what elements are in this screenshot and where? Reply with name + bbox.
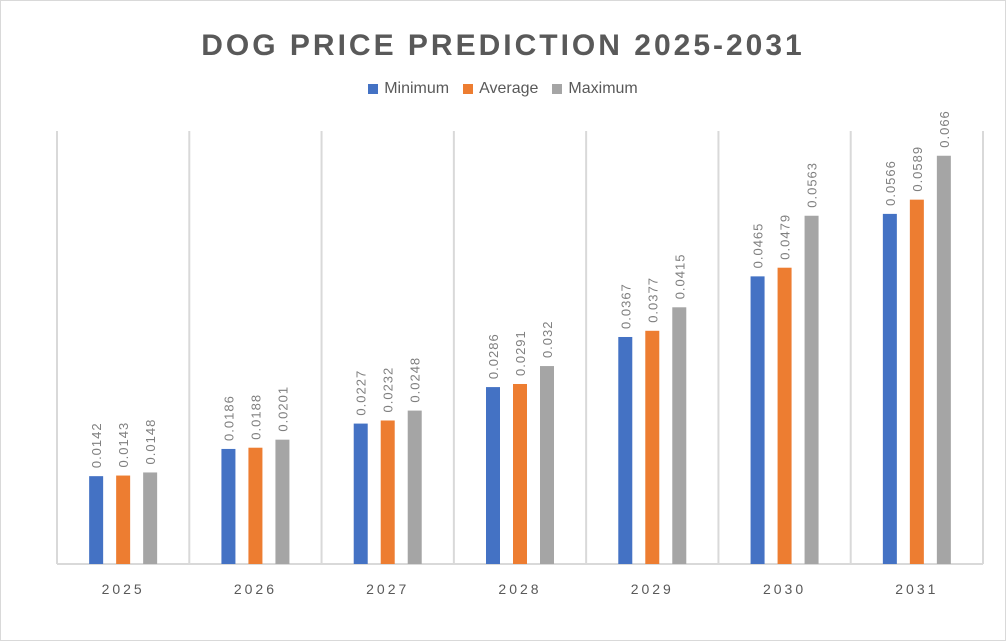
legend-item: Average	[463, 80, 538, 98]
data-label: 0.0291	[513, 330, 528, 376]
x-tick-label: 2029	[631, 581, 674, 597]
bar	[248, 447, 263, 564]
bar	[804, 215, 819, 564]
bar	[353, 423, 368, 564]
data-label: 0.0415	[672, 254, 687, 300]
data-label: 0.0142	[89, 422, 104, 468]
data-label: 0.0248	[408, 357, 423, 403]
bar	[777, 267, 792, 564]
bar	[750, 276, 765, 564]
bar	[909, 199, 924, 564]
legend-item: Minimum	[368, 80, 449, 98]
x-tick-label: 2027	[366, 581, 409, 597]
bar	[936, 155, 951, 564]
data-label: 0.0367	[618, 283, 633, 329]
data-label: 0.0465	[751, 223, 766, 269]
legend-item: Maximum	[552, 80, 638, 98]
bar	[116, 475, 131, 564]
data-label: 0.032	[540, 321, 555, 359]
data-label: 0.0227	[354, 370, 369, 416]
legend: Minimum Average Maximum	[1, 80, 1005, 98]
bar	[89, 476, 104, 564]
legend-swatch	[463, 84, 474, 94]
data-label: 0.0589	[910, 146, 925, 192]
data-label: 0.0566	[883, 160, 898, 206]
chart-title: DOG PRICE PREDICTION 2025-2031	[201, 29, 805, 62]
bar	[486, 387, 500, 564]
bar	[672, 307, 687, 564]
data-label: 0.0186	[221, 395, 236, 441]
data-label: 0.0479	[778, 214, 793, 260]
bar	[645, 330, 660, 564]
bar	[407, 410, 422, 564]
x-tick-label: 2026	[234, 581, 277, 597]
legend-swatch	[552, 84, 563, 94]
legend-label: Maximum	[568, 80, 638, 97]
x-tick-label: 2028	[498, 581, 541, 597]
bar	[380, 420, 395, 564]
bar	[540, 366, 554, 564]
data-label: 0.0286	[486, 333, 501, 379]
bar	[221, 448, 236, 564]
data-label: 0.0188	[248, 394, 263, 440]
bar	[882, 213, 897, 565]
data-label: 0.0563	[805, 162, 820, 208]
data-label: 0.0232	[381, 367, 396, 413]
bar	[618, 336, 633, 564]
data-label: 0.0143	[116, 422, 131, 468]
bar	[143, 472, 158, 564]
legend-swatch	[368, 84, 379, 94]
x-tick-label: 2030	[763, 581, 806, 597]
legend-label: Minimum	[384, 80, 450, 97]
data-label: 0.0377	[645, 277, 660, 323]
bar	[275, 439, 290, 564]
x-tick-label: 2031	[895, 581, 938, 597]
data-label: 0.0148	[143, 419, 158, 465]
data-label: 0.066	[937, 110, 952, 148]
data-label: 0.0201	[275, 386, 290, 432]
x-tick-label: 2025	[102, 581, 145, 597]
legend-label: Average	[479, 80, 539, 97]
bar	[513, 383, 527, 564]
